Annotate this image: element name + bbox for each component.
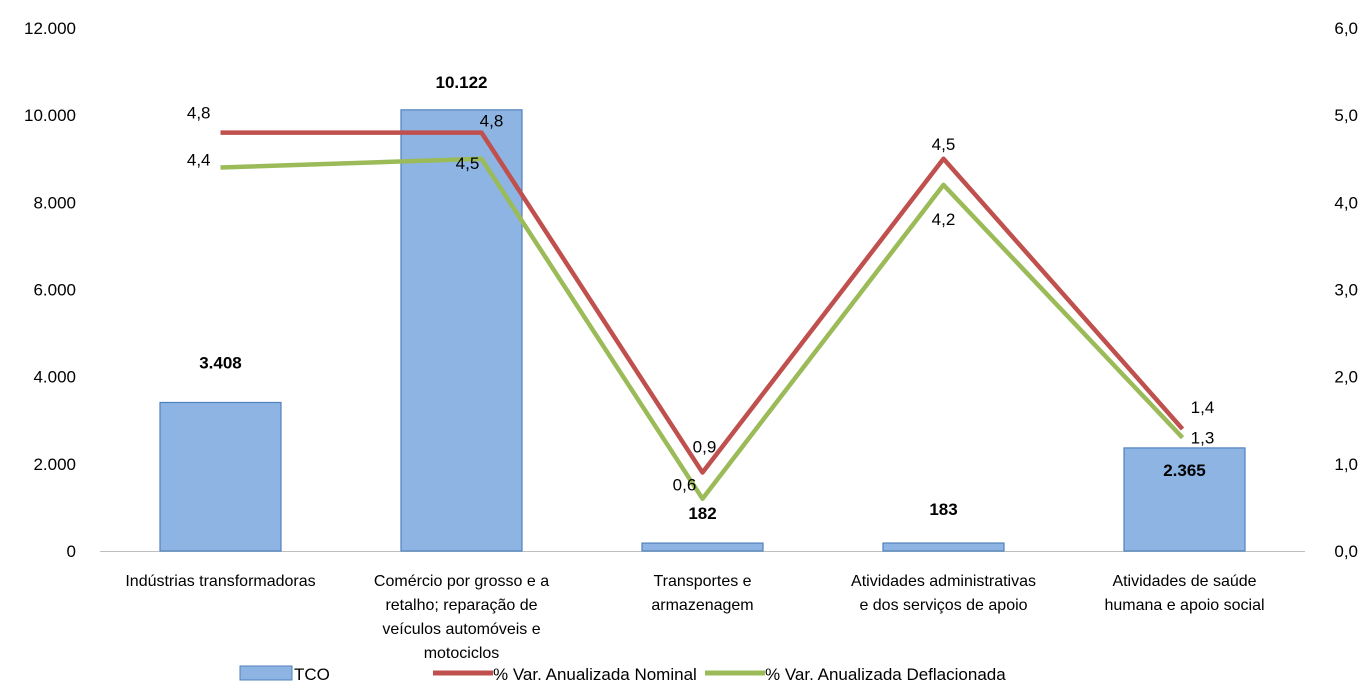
y-left-tick-label: 4.000	[33, 368, 76, 387]
data-labels: 3.408 10.122 182 183 2.365 4,8 4,8 0,9 4,5 1,4 4,4…	[187, 73, 1214, 523]
y-right-tick-label: 2,0	[1334, 368, 1358, 387]
line-data-label: 4,8	[480, 112, 504, 131]
bar	[882, 542, 1005, 552]
line-series-path	[220, 130, 1185, 475]
line-data-label: 4,5	[932, 135, 956, 154]
bar-data-label: 3.408	[199, 353, 242, 372]
x-category-label: Atividades de saúde humana e apoio social	[1104, 573, 1264, 614]
legend: TCO % Var. Anualizada Nominal % Var. Anual…	[239, 665, 1006, 684]
line-data-label: 0,6	[673, 476, 697, 495]
bar-data-label: 10.122	[436, 73, 488, 92]
y-right-tick-label: 6,0	[1334, 19, 1358, 38]
bar	[400, 109, 523, 552]
axes: 0 2.000 4.000 6.000 8.000 10.000 12.000 0,0 1,0 2…	[24, 19, 1358, 662]
line-data-label: 4,4	[187, 150, 211, 169]
y-left-tick-label: 0	[67, 542, 76, 561]
y-right-tick-label: 5,0	[1334, 106, 1358, 125]
bar-data-label: 183	[929, 500, 957, 519]
legend-label: TCO	[294, 665, 330, 684]
y-right-tick-label: 1,0	[1334, 455, 1358, 474]
y-left-tick-label: 8.000	[33, 193, 76, 212]
line-data-label: 4,8	[187, 104, 211, 123]
line-data-label: 4,5	[456, 154, 480, 173]
x-category-label: Comércio por grosso e a retalho; reparaçã…	[374, 573, 549, 662]
y-left-tick-label: 12.000	[24, 19, 76, 38]
y-right-tick-label: 3,0	[1334, 281, 1358, 300]
bar-series	[159, 109, 1246, 552]
bar	[641, 542, 764, 552]
y-left-tick-label: 10.000	[24, 106, 76, 125]
legend-label: % Var. Anualizada Deflacionada	[765, 665, 1006, 684]
y-left-tick-label: 6.000	[33, 281, 76, 300]
line-data-label: 1,3	[1191, 429, 1215, 448]
line-data-label: 1,4	[1191, 398, 1215, 417]
bar	[1123, 447, 1246, 552]
x-category-label: Atividades administrativas e dos serviços…	[851, 573, 1036, 614]
line-series	[220, 130, 1185, 501]
x-category-label: Transportes e armazenagem	[651, 573, 753, 614]
line-series-path	[220, 156, 1185, 501]
line-data-label: 4,2	[932, 210, 956, 229]
legend-swatch	[239, 665, 293, 681]
bar-data-label: 2.365	[1163, 461, 1206, 480]
y-right-tick-label: 0,0	[1334, 542, 1358, 561]
y-right-tick-label: 4,0	[1334, 193, 1358, 212]
legend-label: % Var. Anualizada Nominal	[493, 665, 697, 684]
bar-data-label: 182	[688, 504, 716, 523]
bar	[159, 401, 282, 552]
line-data-label: 0,9	[693, 438, 717, 457]
x-category-label: Indústrias transformadoras	[125, 573, 315, 590]
y-left-tick-label: 2.000	[33, 455, 76, 474]
